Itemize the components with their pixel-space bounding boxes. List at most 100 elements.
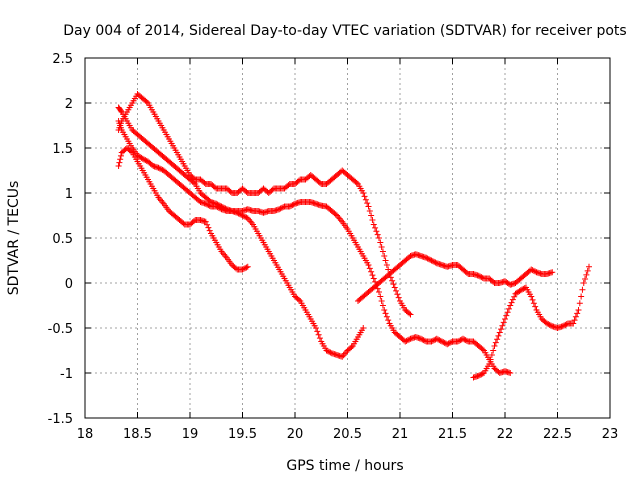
data-point xyxy=(503,312,510,319)
data-point xyxy=(487,356,494,363)
x-tick-label: 21.5 xyxy=(438,427,467,442)
data-point xyxy=(370,221,377,228)
data-point xyxy=(478,371,485,378)
data-point xyxy=(289,202,296,209)
data-point xyxy=(547,322,554,329)
data-point xyxy=(382,257,389,264)
y-tick-label: 2 xyxy=(65,97,73,112)
data-point xyxy=(381,307,388,313)
data-point xyxy=(180,220,187,227)
data-point xyxy=(532,303,539,310)
data-point xyxy=(418,335,424,342)
data-point xyxy=(529,267,536,274)
data-point xyxy=(190,179,197,186)
data-point xyxy=(383,262,390,268)
data-point xyxy=(190,218,197,225)
data-point xyxy=(117,152,124,159)
data-point xyxy=(562,321,569,328)
data-point xyxy=(488,352,495,358)
data-point xyxy=(460,335,466,342)
data-point xyxy=(461,336,468,343)
data-point xyxy=(448,339,455,346)
data-point xyxy=(277,205,284,212)
data-point xyxy=(364,200,371,207)
x-tick-label: 18.5 xyxy=(123,427,152,442)
data-point xyxy=(244,263,251,270)
data-point xyxy=(444,341,451,348)
data-point xyxy=(204,201,211,208)
data-point xyxy=(365,262,372,268)
data-point xyxy=(477,372,484,379)
data-point xyxy=(544,320,550,327)
data-point xyxy=(217,205,224,212)
data-point xyxy=(202,218,209,225)
data-point xyxy=(239,212,246,219)
x-tick-label: 20 xyxy=(287,427,304,442)
y-tick-label: -1.5 xyxy=(48,412,73,427)
series-track-5 xyxy=(355,251,556,304)
data-point xyxy=(583,271,590,278)
data-point xyxy=(206,227,213,234)
data-point xyxy=(545,321,552,328)
data-point xyxy=(490,347,497,354)
data-point xyxy=(290,201,297,208)
data-layer xyxy=(115,91,592,381)
data-point xyxy=(215,204,222,211)
data-point xyxy=(373,228,380,235)
data-point xyxy=(486,361,493,367)
data-point xyxy=(366,208,373,214)
y-tick-label: 0.5 xyxy=(52,232,73,247)
data-point xyxy=(376,289,382,295)
data-point xyxy=(236,211,243,218)
y-tick-label: -1 xyxy=(60,367,73,382)
data-point xyxy=(366,265,373,272)
data-point xyxy=(463,269,470,276)
data-point xyxy=(498,326,505,333)
data-point xyxy=(502,316,508,322)
data-point xyxy=(326,348,333,355)
data-point xyxy=(549,269,556,276)
data-point xyxy=(214,204,221,211)
data-point xyxy=(242,213,249,220)
data-point xyxy=(385,266,392,273)
data-point xyxy=(381,253,388,259)
data-point xyxy=(445,340,452,347)
x-tick-label: 19.5 xyxy=(228,427,257,442)
data-point xyxy=(243,264,250,271)
data-point xyxy=(394,291,401,298)
data-point xyxy=(504,309,511,316)
data-point xyxy=(495,332,502,339)
data-point xyxy=(494,336,501,343)
data-point xyxy=(500,319,507,326)
data-point xyxy=(496,329,503,336)
data-point xyxy=(158,166,165,173)
data-point xyxy=(440,339,447,346)
data-point xyxy=(211,184,218,191)
data-point xyxy=(530,267,537,274)
data-point xyxy=(490,278,497,285)
data-point xyxy=(316,179,323,186)
data-point xyxy=(529,296,536,303)
data-point xyxy=(528,266,535,273)
data-point xyxy=(528,293,535,300)
data-point xyxy=(141,156,148,163)
data-point xyxy=(572,313,579,320)
data-point xyxy=(278,204,285,211)
data-point xyxy=(324,348,331,355)
data-point xyxy=(532,268,539,275)
data-point xyxy=(507,302,514,309)
data-point xyxy=(369,272,376,279)
data-point xyxy=(139,155,146,162)
data-point xyxy=(391,284,398,291)
x-tick-label: 23 xyxy=(602,427,619,442)
data-point xyxy=(428,338,435,345)
data-point xyxy=(517,287,524,294)
data-point xyxy=(393,287,400,294)
data-point xyxy=(576,300,583,307)
data-point xyxy=(431,258,438,265)
data-point xyxy=(421,337,428,344)
data-point xyxy=(286,203,293,210)
data-point xyxy=(491,343,498,349)
data-point xyxy=(240,213,247,220)
